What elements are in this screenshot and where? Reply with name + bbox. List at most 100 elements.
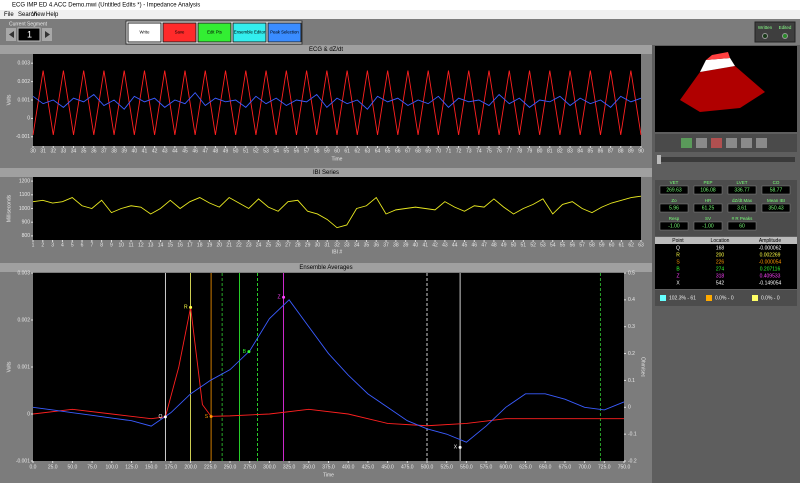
x-tick-label: 150.0	[145, 464, 158, 470]
panel-header	[0, 263, 652, 272]
x-tick-label: 40	[132, 148, 138, 154]
x-tick-label: 74	[476, 148, 482, 154]
stat-value: 5.96	[669, 205, 679, 211]
x-tick-label: 5	[71, 242, 74, 248]
legend-swatch	[752, 295, 758, 301]
y-tick-label: 0	[27, 411, 30, 417]
x-tick-label: 25.0	[48, 464, 58, 470]
y-axis-label: Milliseconds	[6, 194, 12, 222]
x-tick-label: 39	[121, 148, 127, 154]
x-tick-label: 45	[462, 242, 468, 248]
x-tick-label: 38	[393, 242, 399, 248]
edited-led	[782, 33, 788, 39]
table-cell: 542	[716, 280, 725, 286]
x-tick-label: 200.0	[184, 464, 197, 470]
x-tick-label: 37	[101, 148, 107, 154]
stat-box	[659, 203, 689, 213]
forward-button[interactable]	[741, 138, 752, 148]
x-tick-label: 49	[501, 242, 507, 248]
x-tick-label: 6	[81, 242, 84, 248]
series-line	[32, 91, 642, 110]
toolbar-button[interactable]	[162, 22, 197, 43]
y-tick-label: 1200	[19, 178, 30, 184]
stat-value: 60	[739, 223, 745, 229]
stat-label: dZ/dt Max	[732, 198, 753, 203]
x-tick-label: 56	[294, 148, 300, 154]
x-tick-label: 175.0	[165, 464, 178, 470]
x-tick-label: 85	[588, 148, 594, 154]
y2-axis-label: Ohm/sec	[640, 357, 646, 378]
x-tick-label: 21	[226, 242, 232, 248]
point-label: X	[454, 445, 458, 451]
series-line	[32, 307, 624, 427]
stat-box	[693, 221, 723, 231]
point-label: B	[243, 349, 247, 355]
x-tick-label: 39	[403, 242, 409, 248]
legend-swatch	[660, 295, 666, 301]
y-axis-label: Volts	[6, 94, 12, 105]
menu-item[interactable]: View	[32, 12, 46, 18]
written-led	[762, 33, 768, 39]
stat-label: LVET	[737, 180, 748, 185]
x-tick-label: 100.0	[106, 464, 119, 470]
x-tick-label: 0.0	[30, 464, 37, 470]
pause-button[interactable]	[696, 138, 707, 148]
x-tick-label: 43	[442, 242, 448, 248]
x-tick-label: 63	[638, 242, 644, 248]
x-tick-label: 16	[177, 242, 183, 248]
toolbar-button[interactable]	[232, 22, 267, 43]
stat-value: 336.77	[734, 187, 750, 193]
x-tick-label: 49	[223, 148, 229, 154]
play-button[interactable]	[681, 138, 692, 148]
x-tick-label: 19	[207, 242, 213, 248]
next-arrow	[45, 31, 50, 38]
stat-box	[659, 221, 689, 231]
x-tick-label: 63	[365, 148, 371, 154]
button-label: Peak Selection	[270, 30, 299, 35]
x-tick-label: 54	[550, 242, 556, 248]
x-tick-label: 75.0	[87, 464, 97, 470]
table-cell: -0.000054	[759, 259, 782, 265]
x-tick-label: 41	[422, 242, 428, 248]
x-tick-label: 70	[436, 148, 442, 154]
x-tick-label: 475.0	[401, 464, 414, 470]
legend-label: 102.3% - 61	[669, 295, 696, 301]
menu-item[interactable]: Help	[46, 12, 59, 18]
x-tick-label: 48	[491, 242, 497, 248]
y-tick-label: -0.001	[16, 458, 30, 464]
menu-item[interactable]: File	[4, 12, 14, 18]
x-tick-label: 60	[609, 242, 615, 248]
slider-track[interactable]	[657, 157, 795, 162]
toolbar-button[interactable]	[197, 22, 232, 43]
end-button[interactable]	[756, 138, 767, 148]
table-header	[655, 237, 797, 244]
x-tick-label: 8	[100, 242, 103, 248]
stop-button[interactable]	[711, 138, 722, 148]
panel-header	[0, 168, 652, 177]
x-tick-label: 31	[324, 242, 330, 248]
x-tick-label: 50	[233, 148, 239, 154]
slider-thumb[interactable]	[657, 155, 661, 164]
x-tick-label: 400.0	[342, 464, 355, 470]
y2-tick-label: -0.2	[628, 458, 637, 464]
point-mark	[247, 350, 251, 354]
x-tick-label: 83	[567, 148, 573, 154]
x-tick-label: 57	[304, 148, 310, 154]
toolbar-button[interactable]	[127, 22, 162, 43]
point-label: Q	[158, 414, 162, 420]
x-tick-label: 625.0	[519, 464, 532, 470]
x-tick-label: 60	[334, 148, 340, 154]
x-tick-label: 2	[41, 242, 44, 248]
table-cell: X	[676, 280, 680, 286]
x-tick-label: 300.0	[263, 464, 276, 470]
stat-box	[761, 203, 791, 213]
table-header-cell: Point	[672, 238, 684, 244]
rewind-button[interactable]	[726, 138, 737, 148]
stat-label: CO	[773, 180, 780, 185]
x-tick-label: 22	[236, 242, 242, 248]
toolbar-button[interactable]	[267, 22, 302, 43]
table-cell: 274	[716, 266, 725, 272]
y-tick-label: 900	[22, 220, 31, 226]
menu-item[interactable]: Search	[18, 12, 37, 18]
